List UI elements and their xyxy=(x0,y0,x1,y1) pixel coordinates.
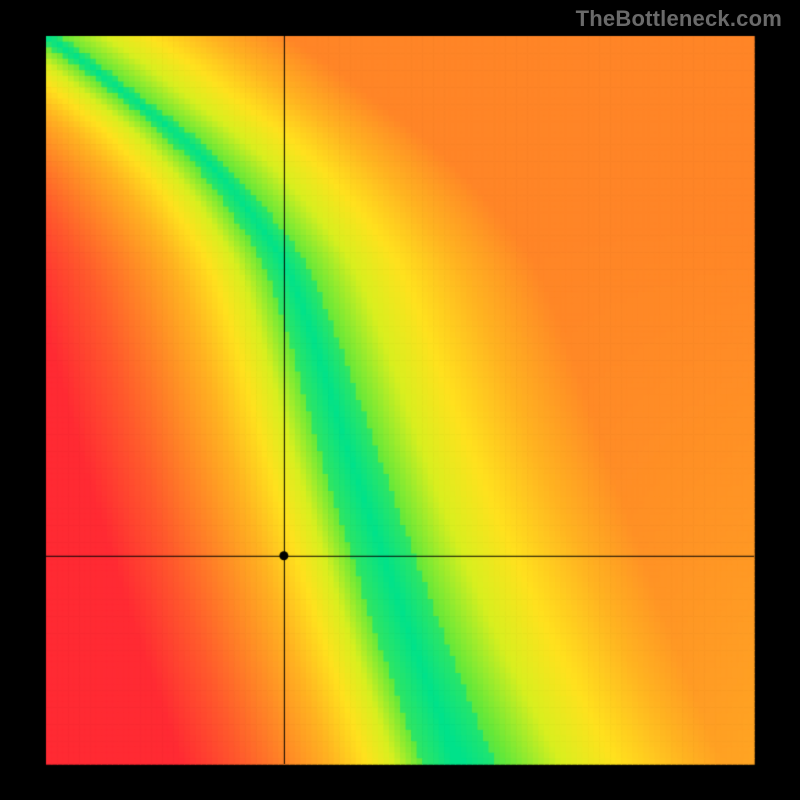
heatmap-canvas xyxy=(0,0,800,800)
chart-frame: TheBottleneck.com xyxy=(0,0,800,800)
watermark-text: TheBottleneck.com xyxy=(576,6,782,32)
